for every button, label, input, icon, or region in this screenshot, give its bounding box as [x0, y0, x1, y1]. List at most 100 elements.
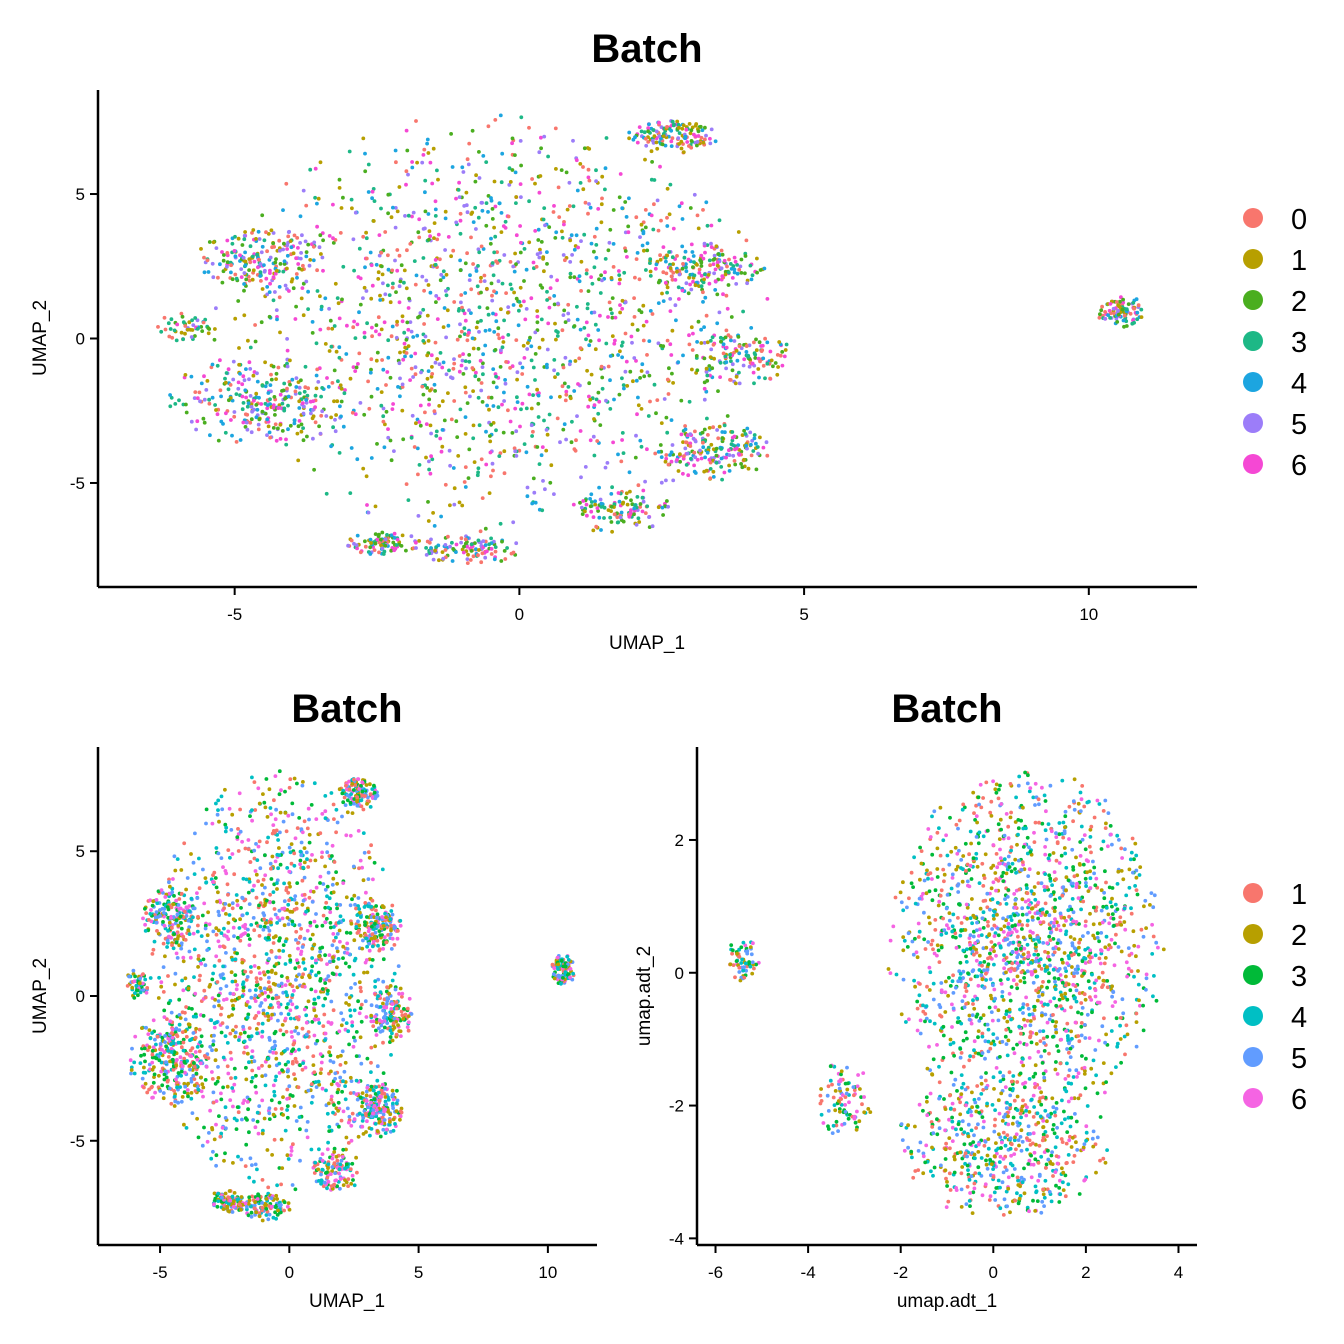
- scatter-point: [228, 1031, 233, 1036]
- scatter-point: [496, 332, 500, 337]
- scatter-point: [467, 447, 472, 452]
- scatter-point: [506, 408, 510, 413]
- scatter-point: [306, 865, 311, 869]
- scatter-point: [1121, 318, 1126, 323]
- scatter-point: [413, 282, 418, 287]
- scatter-point: [640, 362, 645, 367]
- scatter-point: [272, 1039, 277, 1044]
- scatter-point: [539, 317, 544, 322]
- scatter-point: [268, 806, 273, 810]
- scatter-point: [256, 844, 261, 849]
- scatter-point: [586, 211, 590, 216]
- scatter-point: [702, 386, 707, 391]
- scatter-point: [364, 958, 369, 962]
- scatter-point: [301, 411, 306, 416]
- scatter-point: [475, 473, 480, 478]
- umap-batch-panel-bottom-left: Batch -5 0 5 10 -505 UMAP_1 UMAP_2: [30, 687, 597, 1312]
- scatter-point: [514, 201, 518, 206]
- scatter-point: [676, 469, 681, 473]
- scatter-point: [219, 1012, 223, 1017]
- scatter-point: [206, 270, 211, 274]
- scatter-point: [664, 415, 669, 420]
- scatter-point: [227, 1014, 231, 1019]
- scatter-point: [356, 896, 361, 900]
- scatter-point: [150, 903, 155, 908]
- scatter-point: [295, 826, 300, 830]
- scatter-point: [536, 401, 541, 406]
- scatter-point: [260, 1131, 265, 1136]
- scatter-point: [638, 376, 642, 380]
- scatter-point: [337, 451, 342, 455]
- scatter-point: [271, 1083, 276, 1088]
- scatter-point: [339, 1023, 344, 1028]
- scatter-point: [737, 370, 741, 375]
- scatter-point: [286, 1012, 291, 1017]
- scatter-point: [645, 353, 649, 357]
- scatter-point: [336, 1083, 341, 1088]
- scatter-point: [456, 188, 461, 192]
- scatter-point: [309, 411, 313, 416]
- scatter-point: [287, 869, 292, 874]
- scatter-point: [265, 249, 269, 254]
- scatter-point: [510, 141, 514, 146]
- scatter-point: [266, 1185, 271, 1190]
- scatter-point: [618, 310, 622, 315]
- scatter-point: [345, 951, 350, 955]
- scatter-point: [186, 986, 191, 991]
- scatter-point: [377, 550, 381, 555]
- scatter-point: [604, 341, 609, 346]
- scatter-point: [423, 410, 427, 415]
- scatter-point: [552, 368, 556, 373]
- scatter-point: [149, 908, 153, 912]
- scatter-point: [479, 244, 484, 249]
- scatter-point: [744, 344, 749, 348]
- scatter-point: [314, 912, 318, 916]
- scatter-point: [776, 365, 780, 369]
- scatter-point: [733, 259, 738, 264]
- scatter-point: [639, 444, 644, 449]
- scatter-point: [288, 777, 293, 782]
- scatter-point: [260, 287, 265, 291]
- scatter-point: [265, 406, 270, 411]
- scatter-point: [240, 394, 245, 399]
- scatter-point: [780, 363, 785, 368]
- scatter-point: [552, 294, 557, 298]
- scatter-point: [264, 777, 269, 781]
- scatter-point: [751, 449, 756, 453]
- scatter-point: [425, 376, 430, 381]
- x-axis-label: UMAP_1: [609, 633, 685, 654]
- scatter-point: [369, 367, 373, 372]
- scatter-point: [478, 358, 483, 363]
- scatter-point: [588, 504, 593, 509]
- scatter-point: [728, 335, 733, 339]
- scatter-point: [711, 469, 716, 474]
- scatter-point: [392, 536, 397, 540]
- scatter-point: [693, 429, 697, 434]
- scatter-point: [725, 306, 730, 311]
- scatter-point: [282, 881, 286, 886]
- scatter-point: [471, 436, 476, 441]
- scatter-point: [213, 1058, 218, 1063]
- scatter-point: [475, 284, 480, 289]
- scatter-point: [739, 462, 743, 466]
- scatter-point: [656, 301, 661, 305]
- scatter-point: [285, 915, 290, 920]
- scatter-point: [433, 262, 438, 267]
- scatter-point: [633, 275, 637, 280]
- scatter-point: [724, 293, 729, 298]
- scatter-point: [709, 241, 713, 246]
- scatter-point: [337, 355, 342, 360]
- scatter-point: [140, 1026, 144, 1030]
- scatter-point: [269, 950, 274, 954]
- scatter-point: [483, 343, 488, 348]
- scatter-point: [296, 458, 301, 463]
- scatter-point: [379, 390, 384, 394]
- scatter-point: [461, 372, 466, 376]
- scatter-point: [397, 284, 402, 289]
- scatter-point: [243, 259, 248, 264]
- scatter-point: [443, 209, 448, 214]
- scatter-point: [224, 825, 229, 830]
- scatter-point: [425, 539, 430, 544]
- scatter-point: [515, 395, 519, 400]
- scatter-point: [222, 253, 226, 257]
